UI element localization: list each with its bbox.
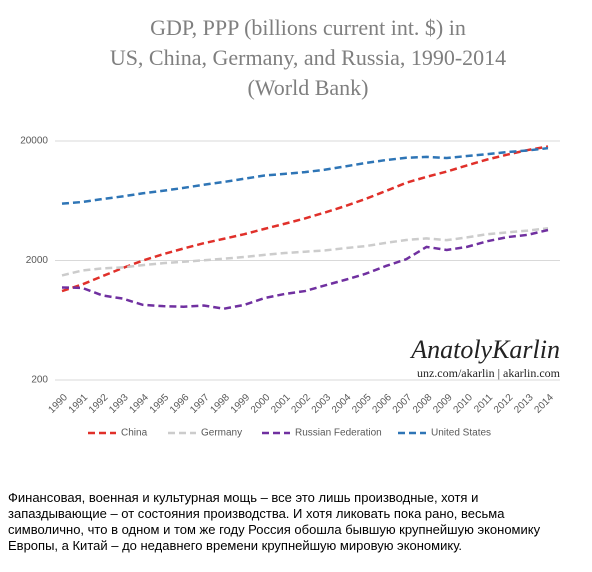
- series-line: [61, 228, 549, 310]
- y-tick-label: 200: [31, 375, 48, 386]
- legend-label: Russian Federation: [295, 428, 382, 439]
- y-tick-label: 20000: [20, 136, 48, 147]
- legend-label: United States: [431, 428, 491, 439]
- watermark-sites: unz.com/akarlin | akarlin.com: [417, 366, 561, 380]
- series-line: [61, 146, 549, 205]
- series-line: [61, 145, 549, 293]
- series-line: [61, 227, 549, 277]
- chart-title: US, China, Germany, and Russia, 1990-201…: [110, 45, 506, 70]
- watermark-name: AnatolyKarlin: [409, 335, 560, 364]
- chart-title: GDP, PPP (billions current int. $) in: [150, 15, 466, 40]
- y-tick-label: 2000: [26, 255, 49, 266]
- legend-label: China: [121, 428, 148, 439]
- chart: GDP, PPP (billions current int. $) in US…: [20, 15, 561, 439]
- caption: Финансовая, военная и культурная мощь – …: [8, 490, 541, 553]
- chart-title: (World Bank): [247, 75, 368, 100]
- legend-label: Germany: [201, 428, 242, 439]
